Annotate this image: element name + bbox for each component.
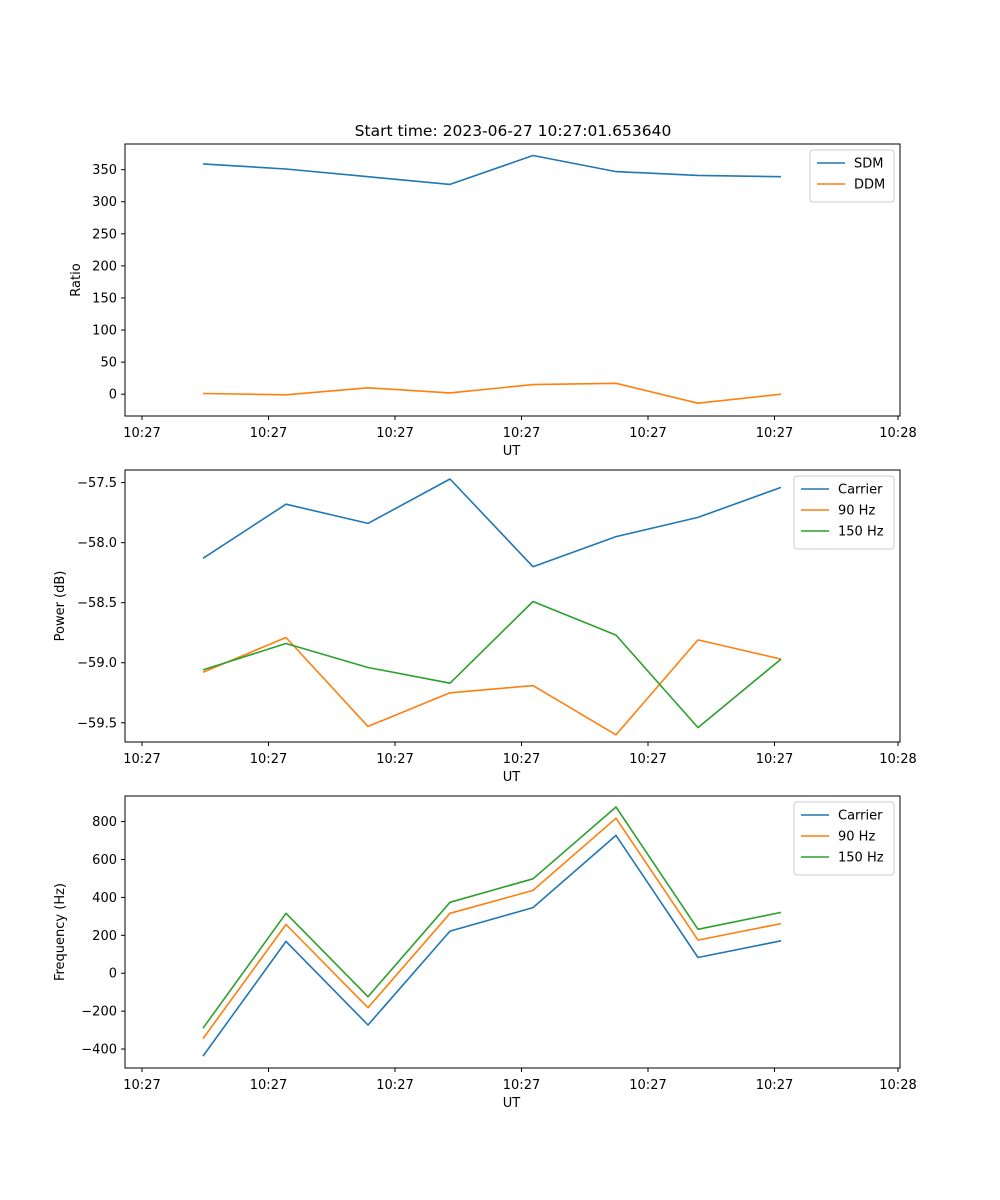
y-tick-label: −59.5 — [77, 716, 117, 731]
x-tick-label: 10:27 — [250, 1078, 287, 1093]
y-tick-label: 300 — [92, 195, 117, 210]
x-tick-label: 10:28 — [879, 752, 916, 767]
series-line-carrier — [202, 478, 782, 568]
series-line-150-hz — [202, 600, 782, 729]
axes-frame — [124, 143, 901, 417]
y-tick-label: −59.0 — [77, 656, 117, 671]
x-tick-label: 10:27 — [503, 1078, 540, 1093]
x-tick-label: 10:27 — [756, 752, 793, 767]
y-tick-label: −58.5 — [77, 596, 117, 611]
x-axis-label: UT — [503, 1096, 521, 1111]
y-tick-label: 800 — [92, 815, 117, 830]
x-axis-label: UT — [503, 770, 521, 785]
y-tick-label: 50 — [100, 356, 117, 371]
axes-frame — [124, 795, 901, 1069]
axes-frame — [124, 469, 901, 743]
y-tick-label: 600 — [92, 853, 117, 868]
x-tick-label: 10:27 — [376, 752, 413, 767]
x-tick-label: 10:27 — [503, 752, 540, 767]
x-tick-label: 10:27 — [376, 1078, 413, 1093]
y-tick-label: 400 — [92, 891, 117, 906]
x-tick-label: 10:27 — [756, 426, 793, 441]
x-tick-label: 10:27 — [123, 426, 160, 441]
x-tick-label: 10:27 — [756, 1078, 793, 1093]
y-tick-label: −400 — [81, 1043, 117, 1058]
x-tick-label: 10:27 — [629, 752, 666, 767]
frequency-panel: 10:27 10:27 10:27 10:27 10:27 10:27 10:28 −400 −… — [53, 795, 917, 1111]
series-line-90-hz — [202, 817, 782, 1040]
legend-label: 90 Hz — [838, 504, 875, 519]
y-axis-label: Ratio — [69, 263, 84, 296]
legend: Carrier 90 Hz 150 Hz — [793, 475, 895, 550]
x-tick-label: 10:27 — [629, 1078, 666, 1093]
y-tick-label: 0 — [109, 967, 117, 982]
y-axis-label: Frequency (Hz) — [53, 883, 68, 981]
x-tick-label: 10:27 — [503, 426, 540, 441]
series-line-ddm — [202, 382, 782, 405]
legend-label: Carrier — [838, 809, 883, 824]
power-panel: 10:27 10:27 10:27 10:27 10:27 10:27 10:28 −59.5… — [53, 469, 917, 785]
y-tick-label: −200 — [81, 1005, 117, 1020]
y-tick-label: −58.0 — [77, 536, 117, 551]
x-tick-label: 10:27 — [629, 426, 666, 441]
legend-label: 90 Hz — [838, 830, 875, 845]
x-axis-label: UT — [503, 444, 521, 459]
y-axis-label: Power (dB) — [53, 571, 68, 642]
y-tick-label: 100 — [92, 324, 117, 339]
series-line-150-hz — [202, 806, 782, 1029]
x-tick-label: 10:27 — [250, 752, 287, 767]
series-line-sdm — [202, 154, 782, 186]
legend-label: Carrier — [838, 483, 883, 498]
x-tick-label: 10:27 — [123, 1078, 160, 1093]
ratio-panel: 10:27 10:27 10:27 10:27 10:27 10:27 10:28 0 50 10… — [69, 143, 917, 459]
x-tick-label: 10:27 — [250, 426, 287, 441]
legend: Carrier 90 Hz 150 Hz — [793, 801, 895, 876]
x-tick-label: 10:28 — [879, 426, 916, 441]
series-line-90-hz — [202, 636, 782, 736]
x-tick-label: 10:28 — [879, 1078, 916, 1093]
legend: SDM DDM — [809, 149, 895, 203]
series-line-carrier — [202, 834, 782, 1057]
x-tick-label: 10:27 — [376, 426, 413, 441]
y-tick-label: 350 — [92, 163, 117, 178]
legend-label: 150 Hz — [838, 851, 884, 866]
x-tick-label: 10:27 — [123, 752, 160, 767]
y-tick-label: 200 — [92, 929, 117, 944]
legend-label: DDM — [854, 178, 885, 193]
y-tick-label: 200 — [92, 259, 117, 274]
y-tick-label: 0 — [109, 388, 117, 403]
y-tick-label: 150 — [92, 291, 117, 306]
y-tick-label: 250 — [92, 227, 117, 242]
figure-title: Start time: 2023-06-27 10:27:01.653640 — [355, 122, 672, 140]
y-tick-label: −57.5 — [77, 476, 117, 491]
legend-label: SDM — [854, 157, 883, 172]
legend-label: 150 Hz — [838, 525, 884, 540]
